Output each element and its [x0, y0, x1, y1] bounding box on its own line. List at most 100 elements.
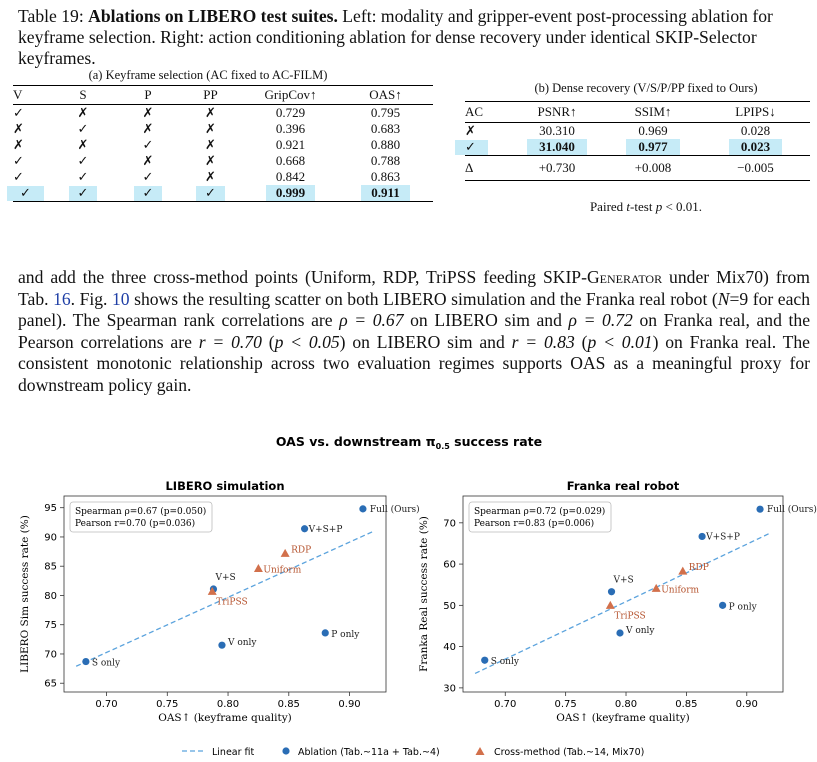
table-b-caption: (b) Dense recovery (V/S/P/PP fixed to Ou…	[534, 81, 758, 95]
table-cell: 0.028	[740, 123, 771, 138]
table-row: ✓ ✓ ✓ ✗ 0.842 0.863	[13, 169, 433, 185]
table-a-header: GripCov↑	[243, 85, 338, 105]
table-b-note-mid: -test	[630, 199, 656, 214]
cross-method-point	[605, 600, 615, 609]
point-label: V only	[625, 626, 655, 636]
table-row: ✓ ✗ ✗ ✗ 0.729 0.795	[13, 105, 433, 122]
y-tick-label: 60	[443, 560, 456, 571]
table-b: AC PSNR↑ SSIM↑ LPIPS↓ ✗ 30.310 0.969 0.028 ✓ 31.…	[455, 101, 810, 181]
para-s6: on Franka real, and the Pearson correlat…	[18, 310, 810, 352]
table-cell: ✗	[205, 137, 216, 153]
table-row: ✗ 30.310 0.969 0.028	[465, 123, 810, 140]
point-label: V only	[227, 638, 257, 648]
linear-fit-line	[474, 532, 772, 675]
table-cell: ✗	[205, 169, 216, 185]
highlight-cell-text: ✓	[196, 185, 225, 201]
table-cell: +0.730	[538, 160, 576, 175]
y-tick-label: 80	[44, 591, 57, 602]
para-rho2: ρ = 0.72	[568, 310, 633, 331]
legend-ablation-label: Ablation (Tab.~11a + Tab.~4)	[298, 747, 440, 758]
table-caption-rest: Left: modality and gripper-event post-pr…	[18, 6, 773, 68]
table-b-note: Paired t-test p < 0.01.	[516, 199, 776, 215]
highlight-cell-text: 0.023	[728, 139, 783, 155]
point-label: TriPSS	[216, 597, 247, 607]
table-a: V S P PP GripCov↑ OAS↑ ✓ ✗ ✗ ✗ 0.729 0.795 ✗ ✓ ✗ ✗ 0.39…	[7, 85, 433, 202]
table-cell: 0.911	[338, 185, 433, 202]
table-row-delta: Δ +0.730 +0.008 −0.005	[465, 155, 810, 181]
para-n: N	[717, 288, 730, 309]
x-tick-label: 0.80	[615, 699, 637, 710]
x-tick-label: 0.85	[675, 699, 697, 710]
table-cell: 0.921	[275, 137, 306, 152]
panel-title: LIBERO simulation	[165, 479, 284, 493]
point-label: P only	[331, 630, 360, 640]
y-tick-label: 95	[44, 503, 57, 514]
table-cell: ✗	[205, 105, 216, 121]
x-axis-label: OAS↑ (keyframe quality)	[556, 712, 690, 724]
highlight-cell-text: 31.040	[527, 139, 587, 155]
table-cell: 0.842	[275, 169, 306, 184]
table-cell: 0.788	[370, 153, 401, 168]
franka-real-panel: Franka real robot 0.70 0.75 0.80 0.85 0.90 30 4…	[418, 479, 817, 724]
table-a-header: V	[13, 85, 48, 105]
legend-cross-swatch	[475, 747, 485, 755]
table-cell: 0.668	[275, 153, 306, 168]
table-a-header: S	[48, 85, 118, 105]
y-tick-label: 70	[443, 518, 456, 529]
x-tick-label: 0.70	[494, 699, 516, 710]
highlight-cell-text: 0.977	[626, 139, 680, 155]
para-r2: r = 0.83	[511, 331, 575, 352]
table-cell: ✗	[77, 105, 89, 121]
x-tick-label: 0.90	[736, 699, 758, 710]
table-b-note-prefix: Paired	[589, 199, 627, 214]
table-b-note-p: p	[655, 199, 663, 214]
table-cell: 0.977	[605, 139, 701, 156]
table-cell: ✗	[142, 105, 154, 121]
para-rho1: ρ = 0.67	[339, 310, 404, 331]
point-label: Uniform	[263, 566, 301, 576]
point-label: V+S	[214, 573, 235, 583]
y-tick-label: 65	[44, 679, 57, 690]
table-a-header: OAS↑	[338, 85, 433, 105]
ablation-point	[616, 629, 624, 637]
figure-legend: Linear fit Ablation (Tab.~11a + Tab.~4) …	[182, 747, 644, 758]
table-cell: 0.880	[370, 137, 401, 152]
legend-cross-label: Cross-method (Tab.~14, Mix70)	[494, 747, 644, 758]
point-label: V+S+P	[308, 525, 343, 535]
table-b-header: SSIM↑	[605, 101, 701, 123]
y-tick-label: 70	[44, 649, 57, 660]
table-cell: 0.683	[370, 121, 401, 136]
point-label: TriPSS	[614, 611, 645, 621]
y-axis-label: Franka Real success rate (%)	[418, 516, 430, 672]
table-cell: 0.396	[275, 121, 306, 136]
para-s2: under Mix70) from Tab.	[18, 267, 810, 309]
figure-ref-link[interactable]: 10	[111, 288, 130, 309]
table-a-caption: (a) Keyframe selection (AC fixed to AC-F…	[88, 68, 328, 82]
table-cell: ✗	[205, 121, 216, 137]
body-paragraph: and add the three cross-method points (U…	[18, 267, 810, 397]
table-row: ✓ ✓ ✗ ✗ 0.668 0.788	[13, 153, 433, 169]
cross-method-point	[678, 566, 688, 575]
highlight-cell-text: ✓	[7, 185, 44, 201]
para-s9: (	[574, 331, 588, 352]
table-cell: 0.969	[638, 123, 668, 138]
table-ref-link[interactable]: 16	[53, 288, 71, 309]
table-caption-prefix: Table 19:	[18, 6, 89, 26]
y-axis-label: LIBERO Sim success rate (%)	[19, 515, 31, 673]
table-b-header: PSNR↑	[509, 101, 605, 123]
stats-spearman: Spearman ρ=0.67 (p=0.050)	[75, 506, 206, 517]
y-tick-label: 30	[443, 683, 456, 694]
para-s4: shows the resulting scatter on both LIBE…	[129, 288, 718, 309]
ablation-point	[756, 505, 764, 513]
table-cell: ✓	[455, 139, 509, 156]
highlight-cell-text: ✓	[455, 139, 488, 155]
table-a-header: PP	[178, 85, 243, 105]
table-cell: 0.999	[243, 185, 338, 202]
x-tick-label: 0.70	[95, 699, 117, 710]
y-tick-label: 50	[443, 601, 456, 612]
table-cell: ✗	[77, 137, 89, 153]
table-cell: 30.310	[539, 123, 575, 138]
para-s3: . Fig.	[70, 288, 112, 309]
table-b-note-rest: < 0.01.	[662, 199, 703, 214]
ablation-point	[321, 629, 329, 637]
